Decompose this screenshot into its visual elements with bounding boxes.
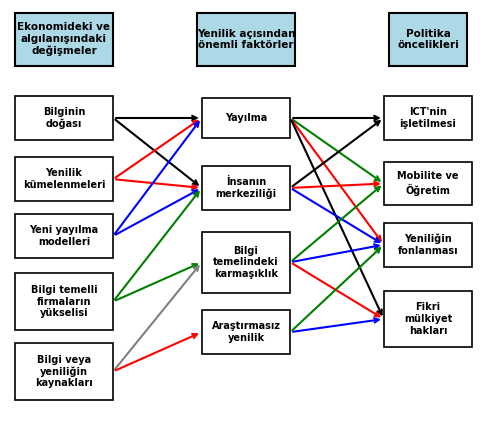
- FancyBboxPatch shape: [15, 157, 113, 201]
- Text: ICT'nin
işletilmesi: ICT'nin işletilmesi: [400, 107, 457, 129]
- Text: Politika
öncelikleri: Politika öncelikleri: [397, 28, 459, 50]
- FancyBboxPatch shape: [15, 214, 113, 258]
- Text: Yenilik
kümelenmeleri: Yenilik kümelenmeleri: [23, 168, 105, 190]
- FancyBboxPatch shape: [389, 13, 467, 66]
- Text: Fikri
mülkiyet
hakları: Fikri mülkiyet hakları: [404, 302, 452, 336]
- Text: Yeniliğin
fonlanması: Yeniliğin fonlanması: [398, 234, 459, 256]
- FancyBboxPatch shape: [202, 98, 290, 138]
- FancyBboxPatch shape: [202, 232, 290, 293]
- Text: Bilgi veya
yeniliğin
kaynakları: Bilgi veya yeniliğin kaynakları: [35, 354, 93, 388]
- FancyBboxPatch shape: [15, 273, 113, 330]
- Text: Ekonomideki ve
algılanışındaki
değişmeler: Ekonomideki ve algılanışındaki değişmele…: [17, 22, 111, 56]
- FancyBboxPatch shape: [197, 13, 295, 66]
- Text: Mobilite ve
Öğretim: Mobilite ve Öğretim: [398, 171, 459, 196]
- FancyBboxPatch shape: [384, 96, 472, 140]
- FancyBboxPatch shape: [15, 96, 113, 140]
- FancyBboxPatch shape: [15, 13, 113, 66]
- FancyBboxPatch shape: [202, 166, 290, 210]
- FancyBboxPatch shape: [202, 310, 290, 354]
- Text: Yenilik açısından
önemli faktörler: Yenilik açısından önemli faktörler: [197, 28, 295, 50]
- Text: İnsanın
merkeziliği: İnsanın merkeziliği: [215, 177, 277, 199]
- Text: Araştırmasız
yenilik: Araştırmasız yenilik: [212, 321, 280, 343]
- FancyBboxPatch shape: [384, 162, 472, 205]
- FancyBboxPatch shape: [15, 343, 113, 400]
- FancyBboxPatch shape: [384, 291, 472, 347]
- FancyBboxPatch shape: [384, 223, 472, 267]
- Text: Yayılma: Yayılma: [225, 113, 267, 123]
- Text: Bilgi
temelindeki
karmaşıklık: Bilgi temelindeki karmaşıklık: [213, 246, 279, 279]
- Text: Bilgi temelli
firmaların
yükselisi: Bilgi temelli firmaların yükselisi: [31, 285, 97, 318]
- Text: Yeni yayılma
modelleri: Yeni yayılma modelleri: [30, 225, 98, 247]
- Text: Bilginin
doğası: Bilginin doğası: [43, 107, 85, 129]
